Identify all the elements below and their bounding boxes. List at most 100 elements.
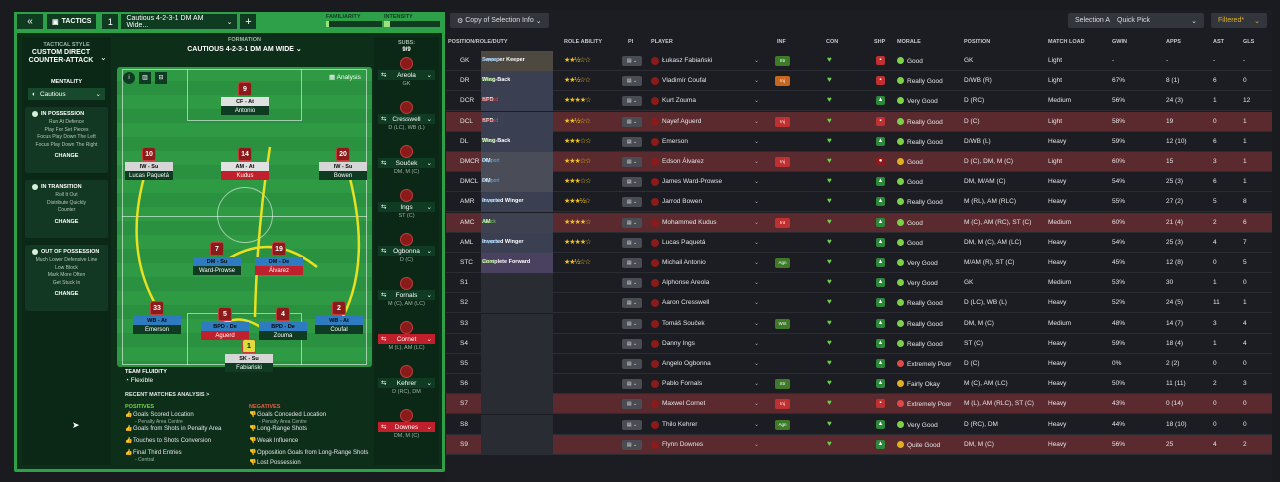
position-slot[interactable]: AMR [460,198,475,206]
role-duty-cell[interactable]: AM Attack [481,212,553,233]
column-header[interactable]: CON [826,39,839,45]
player-instructions-button[interactable]: ▤ ⌄ [622,419,642,430]
table-row[interactable]: DL Wing-Back Attack ★★★☆☆ ▤ ⌄ Emerson ⌄ ♥ ▲ Reall… [446,131,1272,152]
formation-name[interactable]: CAUTIOUS 4-2-3-1 DM AM WIDE ⌄ [117,45,372,53]
chevron-down-icon[interactable]: ⌄ [100,53,107,62]
player-name[interactable]: Emerson [662,137,689,145]
player-marker-zouma[interactable]: 4 BPD - De Zouma [259,307,307,340]
sub-slot[interactable]: ⇆ Areola ⌄ GK [378,57,435,88]
role-duty-cell[interactable]: Wing-Back Attack [481,131,553,152]
player-name[interactable]: Tomáš Souček [662,319,705,327]
negative-item[interactable]: 👎Weak Influence [249,438,371,445]
player-marker-antonio[interactable]: 9 CF - At Antonio [221,82,269,115]
player-name[interactable]: Michail Antonio [662,259,706,266]
positive-item[interactable]: 👍Goals from Shots in Penalty Area [125,426,245,433]
position-slot[interactable]: S6 [460,380,468,388]
sub-slot[interactable]: ⇆ Ings ⌄ ST (C) [378,189,435,220]
player-name[interactable]: Lucas Paquetá [662,238,706,246]
sub-slot[interactable]: ⇆ Ogbonna ⌄ D (C) [378,233,435,264]
sub-slot[interactable]: ⇆ Downes ⌄ DM, M (C) [378,409,435,440]
column-header[interactable]: PLAYER [651,39,673,45]
mentality-select[interactable]: ◐ Cautious ⌄ [28,88,105,100]
filter-button[interactable]: Filtered* ⌄ [1211,13,1267,28]
chevron-down-icon[interactable]: ⌄ [754,421,760,428]
player-name[interactable]: Jarrod Bowen [662,198,703,206]
player-name[interactable]: Flynn Downes [662,440,704,448]
chevron-down-icon[interactable]: ⌄ [754,401,760,408]
player-name[interactable]: Danny Ings [662,339,695,347]
table-row[interactable]: AMR Inverted Winger Support ★★★½☆ ▤ ⌄ Jarrod … [446,192,1272,213]
add-tactic-button[interactable]: + [240,14,257,29]
change-in-possession-button[interactable]: CHANGE [54,153,79,159]
player-instructions-button[interactable]: ▤ ⌄ [622,56,642,66]
pitch-icon[interactable]: ⊟ [155,72,167,84]
player-instructions-button[interactable]: ▤ ⌄ [622,258,642,268]
player-instructions-button[interactable]: ▤ ⌄ [622,197,642,208]
player-instructions-button[interactable]: ▤ ⌄ [622,177,642,188]
chevron-down-icon[interactable]: ⌄ [754,239,760,246]
role-duty-cell[interactable]: Inverted Winger Support [481,232,553,253]
role-duty-cell[interactable]: BPD Defend [481,91,553,112]
player-name[interactable]: Nayef Aguerd [662,117,702,125]
player-marker-ward-prowse[interactable]: 7 DM - Su Ward-Prowse [193,242,241,275]
table-row[interactable]: S4 ▤ ⌄ Danny Ings ⌄ ♥ ▲ Really Good ST (C) Heavy… [446,333,1272,354]
role-duty-cell[interactable]: Complete Forward Attack [481,253,553,273]
table-row[interactable]: DR Wing-Back Attack ★★½☆☆ ▤ ⌄ Vladimír Coufal… [446,71,1272,92]
chevron-down-icon[interactable]: ⌄ [754,381,760,388]
column-header[interactable]: MATCH LOAD [1048,39,1085,45]
table-row[interactable]: S3 ▤ ⌄ Tomáš Souček ⌄ Wnt ♥ ▲ Really Good DM, M … [446,313,1272,334]
chart-icon[interactable]: ▥ [139,72,151,84]
player-name[interactable]: Vladimír Coufal [662,77,707,85]
player-name[interactable]: Thilo Kehrer [662,420,698,428]
positive-item[interactable]: 👍Touches to Shots Conversion [125,438,245,445]
change-in-transition-button[interactable]: CHANGE [54,218,79,225]
position-slot[interactable]: S3 [460,319,468,327]
position-slot[interactable]: DMCL [460,178,479,186]
chevron-down-icon[interactable]: ⌄ [754,361,760,367]
player-instructions-button[interactable]: ▤ ⌄ [622,338,642,349]
chevron-down-icon[interactable]: ⌄ [754,300,760,307]
chevron-down-icon[interactable]: ⌄ [754,199,760,206]
player-name[interactable]: Pablo Fornals [662,380,703,388]
table-row[interactable]: S9 ▤ ⌄ Flynn Downes ⌄ ♥ ▲ Quite Good DM, M (C) H… [446,434,1272,455]
role-duty-cell[interactable]: Sweeper Keeper Support [481,51,553,71]
chevron-down-icon[interactable]: ⌄ [754,219,760,226]
position-slot[interactable]: DR [460,77,470,85]
position-slot[interactable]: AML [460,238,474,246]
player-marker-kudus[interactable]: 14 AM - At Kudus [221,147,269,180]
player-instructions-button[interactable]: ▤ ⌄ [622,157,642,167]
player-instructions-button[interactable]: ▤ ⌄ [622,379,642,390]
sub-slot[interactable]: ⇆ Fornals ⌄ M (C), AM (LC) [378,277,435,308]
chevron-down-icon[interactable]: ⌄ [754,441,760,448]
chevron-down-icon[interactable]: ⌄ [754,159,760,165]
negative-item[interactable]: 👎Long-Range Shots [249,426,371,433]
player-instructions-button[interactable]: ▤ ⌄ [622,399,642,410]
player-instructions-button[interactable]: ▤ ⌄ [622,318,642,329]
player-instructions-button[interactable]: ▤ ⌄ [622,237,642,248]
player-instructions-button[interactable]: ▤ ⌄ [622,116,642,127]
table-row[interactable]: STC Complete Forward Attack ★★½☆☆ ▤ ⌄ Michail… [446,253,1272,273]
table-row[interactable]: S2 ▤ ⌄ Aaron Cresswell ⌄ ♥ ▲ Really Good D (LC)… [446,293,1272,314]
chevron-down-icon[interactable]: ⌄ [754,260,760,266]
player-name[interactable]: Łukasz Fabiański [662,57,713,64]
analysis-toggle[interactable]: ▦ Analysis [329,73,361,81]
column-header[interactable]: APPS [1166,39,1181,45]
player-instructions-button[interactable]: ▤ ⌄ [622,76,642,87]
negative-item[interactable]: 👎Goals Conceded Location [249,412,371,419]
player-marker-bowen[interactable]: 20 IW - Su Bowen [319,147,367,180]
player-instructions-button[interactable]: ▤ ⌄ [622,96,642,107]
column-header[interactable]: SHP [874,39,886,45]
position-slot[interactable]: STC [460,259,473,266]
chevron-down-icon[interactable]: ⌄ [754,98,760,105]
negative-item[interactable]: 👎Lost Possession [249,460,371,467]
player-instructions-button[interactable]: ▤ ⌄ [622,439,642,450]
tactic-slot-button[interactable]: 1 [102,14,119,29]
formation-select[interactable]: Cautious 4-2-3-1 DM AM Wide... ⌄ [121,14,238,29]
tactics-tab[interactable]: ▣ TACTICS [47,14,97,29]
player-marker-alvarez[interactable]: 19 DM - De Álvarez [255,242,303,275]
player-instructions-button[interactable]: ▤ ⌄ [622,278,642,289]
negative-item[interactable]: 👎Opposition Goals from Long-Range Shots [249,450,371,457]
table-row[interactable]: S1 ▤ ⌄ Alphonse Areola ⌄ ♥ ▲ Very Good GK Medium… [446,273,1272,294]
positive-item[interactable]: 👍Final Third Entries [125,450,245,457]
chevron-down-icon[interactable]: ⌄ [754,280,760,287]
